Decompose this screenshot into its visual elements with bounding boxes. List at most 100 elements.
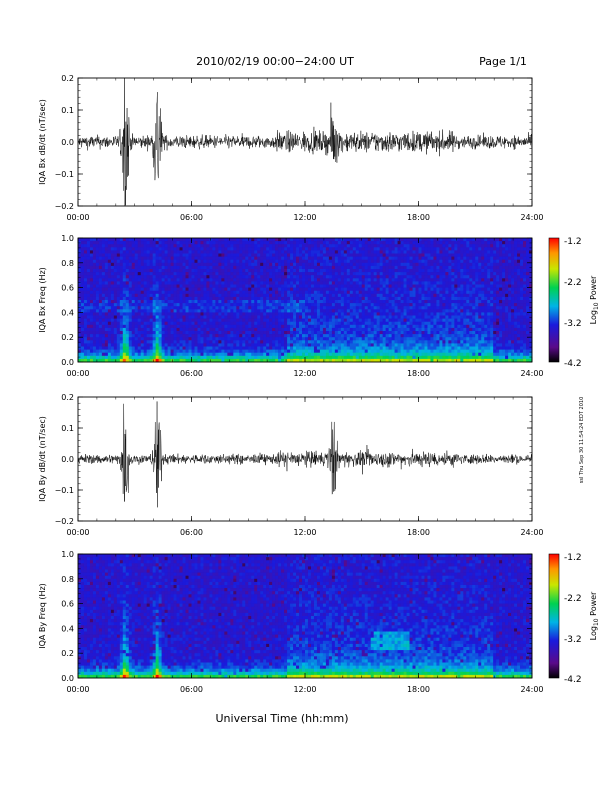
- spectrogram-cell: [430, 312, 434, 316]
- spectrogram-cell: [242, 331, 246, 335]
- spectrogram-cell: [122, 309, 127, 313]
- spectrogram-cell: [110, 355, 115, 360]
- spectrogram-cell: [269, 238, 273, 242]
- page-indicator: Page 1/1: [479, 55, 527, 68]
- spectrogram-cell: [224, 259, 228, 264]
- spectrogram-cell: [340, 244, 345, 248]
- spectrogram-cell: [239, 247, 243, 251]
- spectrogram-cell: [379, 238, 383, 242]
- spectrogram-cell: [80, 250, 85, 254]
- spectrogram-cell: [305, 247, 309, 251]
- spectrogram-cell: [179, 284, 183, 288]
- spectrogram-cell: [251, 352, 255, 357]
- spectrogram-cell: [433, 269, 437, 273]
- spectrogram-cell: [346, 346, 351, 350]
- spectrogram-cell: [143, 290, 147, 295]
- spectrogram-cell: [239, 256, 243, 260]
- spectrogram-cell: [254, 287, 258, 291]
- spectrogram-cell: [131, 327, 136, 332]
- spectrogram-cell: [146, 259, 150, 264]
- spectrogram-cell: [391, 256, 395, 260]
- spectrogram-cell: [424, 340, 428, 344]
- spectrogram-cell: [83, 355, 88, 360]
- spectrogram-cell: [128, 346, 133, 350]
- spectrogram-cell: [391, 244, 395, 248]
- spectrogram-cell: [104, 296, 109, 301]
- spectrogram-cell: [179, 244, 183, 248]
- spectrogram-cell: [352, 324, 357, 329]
- spectrogram-cell: [361, 278, 366, 282]
- spectrogram-cell: [131, 287, 136, 291]
- spectrogram-cell: [364, 272, 369, 276]
- spectrogram-cell: [436, 324, 440, 329]
- spectrogram-cell: [239, 355, 243, 360]
- spectrogram-cell: [424, 331, 428, 335]
- spectrogram-cell: [388, 343, 392, 347]
- spectrogram-cell: [191, 358, 195, 363]
- spectrogram-cell: [257, 321, 261, 326]
- spectrogram-cell: [227, 343, 231, 347]
- spectrogram-cell: [364, 318, 369, 322]
- spectrogram-cell: [248, 300, 252, 304]
- spectrogram-cell: [433, 265, 437, 270]
- spectrogram-cell: [415, 346, 419, 350]
- spectrogram-cell: [439, 253, 443, 257]
- spectrogram-cell: [296, 312, 300, 316]
- spectrogram-cell: [343, 265, 348, 270]
- spectrogram-cell: [433, 275, 437, 279]
- spectrogram-cell: [179, 253, 183, 257]
- spectrogram-cell: [310, 315, 315, 319]
- spectrogram-cell: [161, 281, 165, 285]
- spectrogram-cell: [248, 253, 252, 257]
- spectrogram-cell: [275, 293, 279, 298]
- spectrogram-cell: [281, 275, 285, 279]
- spectrogram-cell: [158, 340, 162, 344]
- spectrogram-cell: [364, 253, 369, 257]
- spectrogram-cell: [310, 269, 315, 273]
- spectrogram-cell: [191, 327, 195, 332]
- spectrogram-cell: [361, 247, 366, 251]
- spectrogram-cell: [170, 306, 174, 310]
- spectrogram-cell: [358, 346, 363, 350]
- spectrogram-cell: [89, 281, 94, 285]
- spectrogram-cell: [146, 300, 150, 304]
- spectrogram-cell: [305, 278, 309, 282]
- spectrogram-cell: [78, 262, 82, 267]
- spectrogram-cell: [334, 303, 339, 307]
- spectrogram-cell: [242, 250, 246, 254]
- spectrogram-cell: [86, 241, 91, 245]
- spectrogram-cell: [307, 262, 312, 267]
- spectrogram-cell: [427, 309, 431, 313]
- spectrogram-cell: [92, 315, 97, 319]
- spectrogram-cell: [140, 337, 145, 341]
- spectrogram-cell: [119, 340, 124, 344]
- spectrogram-cell: [305, 312, 309, 316]
- spectrogram-cell: [209, 321, 213, 326]
- spectrogram-cell: [134, 247, 139, 251]
- spectrogram-cell: [269, 256, 273, 260]
- spectrogram-cell: [101, 272, 106, 276]
- spectrogram-cell: [370, 309, 374, 313]
- spectrogram-cell: [170, 250, 174, 254]
- spectrogram-cell: [337, 265, 342, 270]
- spectrogram-cell: [110, 309, 115, 313]
- spectrogram-cell: [307, 287, 312, 291]
- spectrogram-cell: [218, 272, 222, 276]
- spectrogram-cell: [188, 309, 192, 313]
- spectrogram-cell: [305, 327, 309, 332]
- spectrogram-cell: [409, 238, 413, 242]
- spectrogram-cell: [149, 315, 153, 319]
- spectrogram-cell: [203, 315, 207, 319]
- spectrogram-cell: [421, 281, 425, 285]
- spectrogram-cell: [272, 269, 276, 273]
- spectrogram-cell: [388, 250, 392, 254]
- spectrogram-cell: [125, 349, 130, 353]
- spectrogram-cell: [236, 334, 240, 338]
- spectrogram-cell: [260, 306, 264, 310]
- spectrogram-cell: [80, 343, 85, 347]
- spectrogram-cell: [188, 253, 192, 257]
- spectrogram-cell: [86, 340, 91, 344]
- spectrogram-cell: [92, 309, 97, 313]
- spectrogram-cell: [140, 343, 145, 347]
- spectrogram-cell: [182, 337, 186, 341]
